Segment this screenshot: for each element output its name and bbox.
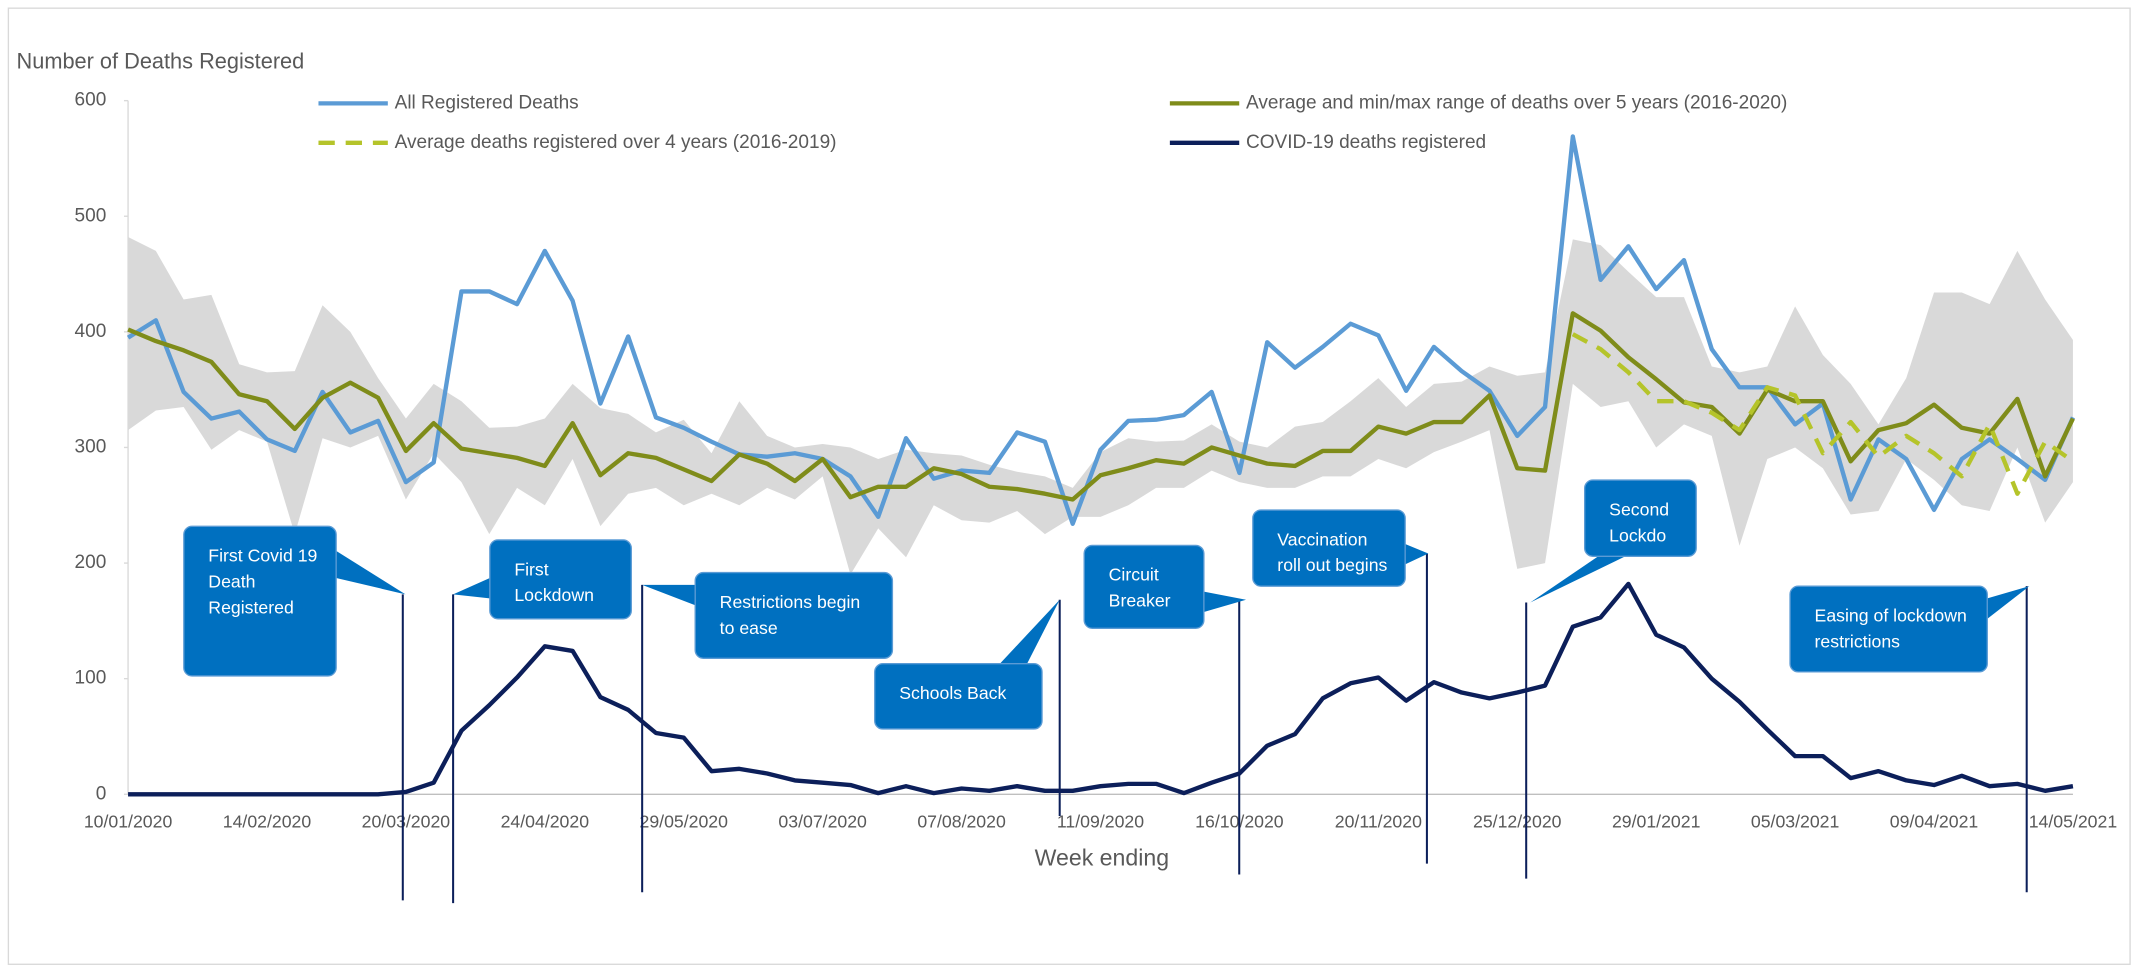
annotation-text: Restrictions begin to ease — [719, 591, 861, 638]
x-tick-label: 29/01/2021 — [1612, 812, 1700, 832]
annotation-text: Circuit Breaker — [1108, 564, 1171, 611]
x-tick-label: 14/05/2021 — [2029, 812, 2117, 832]
annotation-pointer — [1987, 586, 2030, 619]
x-tick-label: 11/09/2020 — [1057, 812, 1144, 832]
annotation-wrap: Schools Back — [899, 682, 1007, 704]
y-tick-label: 100 — [75, 668, 107, 689]
annotation-text: First Lockdown — [514, 558, 594, 606]
legend-label: Average deaths registered over 4 years (… — [395, 132, 837, 153]
annotation-pointer — [1405, 544, 1429, 565]
x-tick-label: 20/11/2020 — [1335, 812, 1422, 832]
annotation-box — [1252, 509, 1406, 587]
legend-label: COVID-19 deaths registered — [1246, 132, 1486, 153]
annotation-wrap: Second Lockdo — [1609, 499, 1670, 546]
x-tick-label: 10/01/2020 — [84, 812, 173, 832]
y-tick-label: 500 — [75, 205, 107, 226]
annotation-pointer — [453, 578, 490, 599]
y-tick-label: 200 — [75, 552, 107, 573]
annotation-box — [1789, 585, 1988, 673]
annotation-pointer — [642, 584, 696, 606]
series-line — [1571, 332, 2075, 496]
annotation-box — [183, 525, 337, 677]
series-line — [127, 311, 2075, 502]
y-axis-title: Number of Deaths Registered — [17, 48, 305, 73]
annotation-text: Schools Back — [899, 682, 1007, 704]
x-tick-label: 07/08/2020 — [917, 812, 1006, 832]
legend-label: All Registered Deaths — [395, 92, 579, 113]
y-tick-label: 300 — [75, 436, 107, 457]
chart-border — [7, 7, 2131, 965]
annotation-text: Vaccination roll out begins — [1277, 529, 1388, 576]
annotation-wrap: First Lockdown — [514, 558, 594, 606]
annotation-pointer — [999, 599, 1060, 664]
annotation-box — [874, 663, 1043, 730]
annotation-box — [694, 571, 894, 659]
x-tick-label: 25/12/2020 — [1473, 812, 1562, 832]
annotation-pointer — [336, 550, 406, 595]
x-tick-label: 24/04/2020 — [501, 812, 590, 832]
x-tick-label: 29/05/2020 — [640, 812, 729, 832]
series-line — [126, 134, 2075, 526]
annotation-pointer — [1530, 556, 1626, 603]
annotation-pointer — [1203, 591, 1247, 613]
annotation-wrap: Restrictions begin to ease — [719, 591, 861, 638]
x-tick-label: 09/04/2021 — [1890, 812, 1978, 832]
x-tick-label: 14/02/2020 — [223, 812, 312, 832]
annotation-box — [1083, 544, 1205, 630]
y-tick-label: 400 — [75, 321, 107, 342]
annotation-text: Easing of lockdown restrictions — [1814, 605, 1967, 652]
x-tick-label: 03/07/2020 — [778, 812, 867, 832]
y-tick-label: 0 — [96, 783, 107, 804]
annotation-wrap: Circuit Breaker — [1108, 564, 1171, 611]
x-tick-label: 20/03/2020 — [362, 812, 451, 832]
annotation-box — [1584, 479, 1697, 557]
y-tick-label: 600 — [75, 90, 107, 111]
annotation-box — [489, 539, 632, 620]
annotation-wrap: Easing of lockdown restrictions — [1814, 605, 1967, 652]
annotation-wrap: Vaccination roll out begins — [1277, 529, 1388, 576]
annotation-wrap: First Covid 19 Death Registered — [208, 545, 318, 618]
annotation-text: First Covid 19 Death Registered — [208, 545, 318, 618]
annotation-text: Second Lockdo — [1609, 499, 1670, 546]
x-axis-title: Week ending — [1035, 845, 1169, 871]
legend-label: Average and min/max range of deaths over… — [1246, 92, 1787, 113]
x-tick-label: 05/03/2021 — [1751, 812, 1839, 832]
